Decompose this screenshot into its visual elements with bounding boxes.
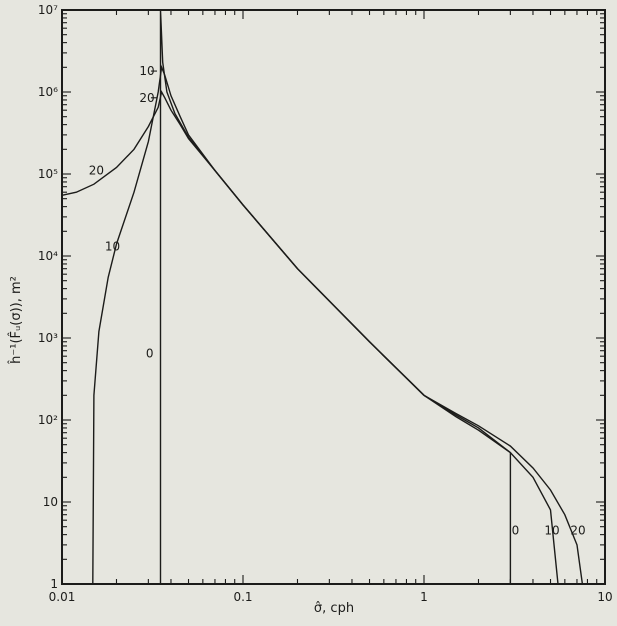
- curve-label: 20: [570, 523, 585, 537]
- y-tick-label: 10²: [38, 413, 58, 427]
- curve-label: 10: [544, 523, 559, 537]
- x-tick-label: 10: [597, 590, 612, 604]
- x-axis-title: σ̂, cph: [314, 601, 354, 616]
- curve-label: 20: [139, 91, 154, 105]
- label-layer: 0.01 0.1 1 10 1 10 10² 10³ 10⁴ 10⁵ 10⁶ 10⁷ 10 20 20 10 0…: [38, 3, 613, 604]
- y-tick-label: 10: [43, 495, 58, 509]
- y-tick-label: 10⁷: [38, 3, 58, 17]
- x-tick-label: 0.1: [233, 590, 252, 604]
- curve-label: 10: [105, 240, 120, 254]
- y-tick-label: 10⁴: [38, 249, 58, 263]
- curve-label: 0: [146, 346, 154, 360]
- plot-frame: [61, 9, 606, 585]
- x-tick-label: 1: [420, 590, 428, 604]
- series-line-10: [92, 64, 559, 585]
- x-tick-label: 0.01: [49, 590, 76, 604]
- curve-label: 10: [139, 64, 154, 78]
- series-layer: [61, 9, 584, 585]
- y-tick-label: 10⁵: [38, 167, 58, 181]
- series-line-20: [61, 90, 584, 585]
- tick-layer: [61, 9, 606, 585]
- series-line-0: [159, 9, 512, 584]
- curve-label: 0: [512, 523, 520, 537]
- y-tick-label: 10³: [38, 331, 58, 345]
- y-tick-label: 10⁶: [38, 85, 58, 99]
- y-axis-title: ĥ⁻¹(F̂ᵤ(σ)), m²: [8, 276, 24, 365]
- curve-label: 20: [89, 164, 104, 178]
- plot-frame-group: [61, 9, 606, 585]
- y-tick-label: 1: [50, 577, 58, 591]
